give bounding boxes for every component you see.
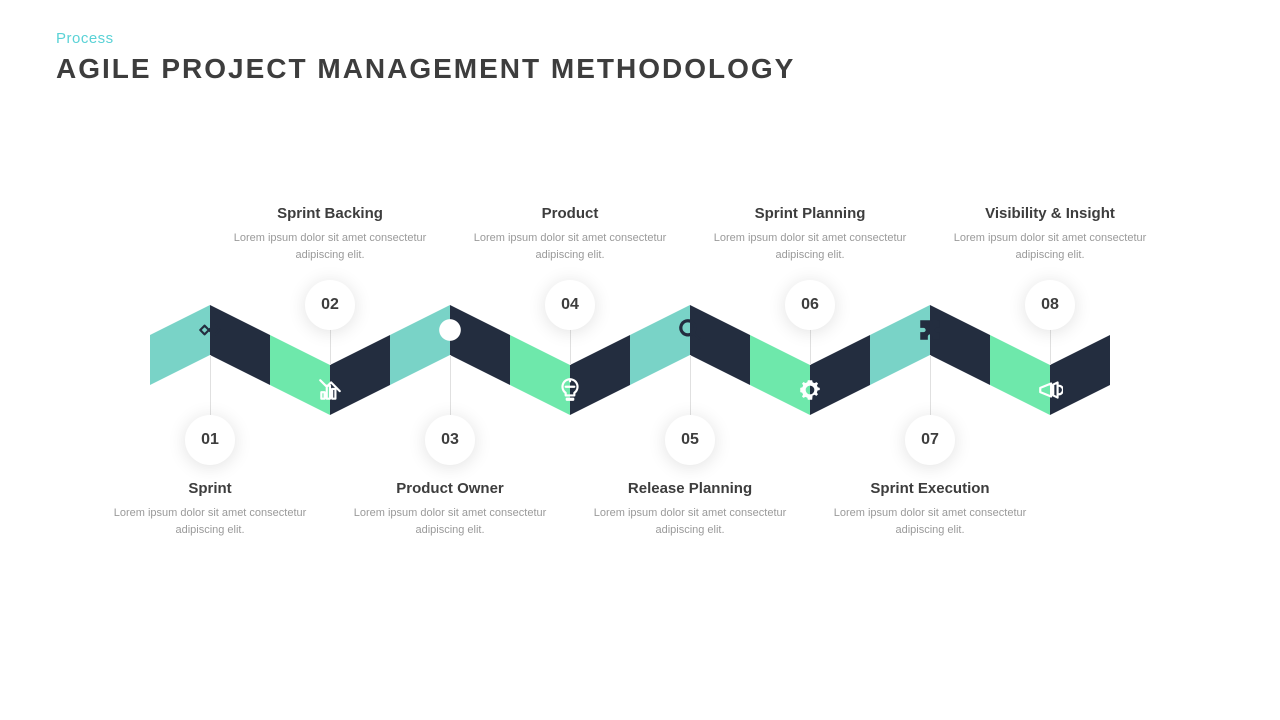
step-block: Product Owner Lorem ipsum dolor sit amet …	[350, 480, 550, 538]
step-number-badge: 01	[185, 415, 235, 465]
step-number: 08	[1041, 296, 1059, 314]
page-title: AGILE PROJECT MANAGEMENT METHODOLOGY	[56, 53, 795, 85]
puzzle-icon	[915, 315, 945, 345]
step-description: Lorem ipsum dolor sit amet consectetur a…	[830, 505, 1030, 538]
step-number-badge: 03	[425, 415, 475, 465]
connector-line	[450, 355, 451, 415]
step-title: Sprint	[110, 480, 310, 497]
gear-icon	[795, 375, 825, 405]
step-title: Product	[470, 205, 670, 222]
step-title: Sprint Execution	[830, 480, 1030, 497]
step-number: 05	[681, 431, 699, 449]
step-block: Sprint Planning Lorem ipsum dolor sit ame…	[710, 205, 910, 263]
header: Process AGILE PROJECT MANAGEMENT METHODO…	[56, 30, 795, 85]
step-block: Sprint Lorem ipsum dolor sit amet consect…	[110, 480, 310, 538]
step-block: Sprint Execution Lorem ipsum dolor sit am…	[830, 480, 1030, 538]
step-description: Lorem ipsum dolor sit amet consectetur a…	[230, 230, 430, 263]
handshake-icon	[195, 315, 225, 345]
step-number-badge: 08	[1025, 280, 1075, 330]
step-number: 02	[321, 296, 339, 314]
step-number-badge: 02	[305, 280, 355, 330]
step-block: Visibility & Insight Lorem ipsum dolor si…	[950, 205, 1150, 263]
step-number-badge: 07	[905, 415, 955, 465]
step-number: 01	[201, 431, 219, 449]
megaphone-icon	[1035, 375, 1065, 405]
step-description: Lorem ipsum dolor sit amet consectetur a…	[350, 505, 550, 538]
step-number: 03	[441, 431, 459, 449]
step-number: 06	[801, 296, 819, 314]
connector-line	[930, 355, 931, 415]
step-number-badge: 04	[545, 280, 595, 330]
bulb-icon	[555, 375, 585, 405]
connector-line	[690, 355, 691, 415]
step-description: Lorem ipsum dolor sit amet consectetur a…	[110, 505, 310, 538]
step-description: Lorem ipsum dolor sit amet consectetur a…	[590, 505, 790, 538]
step-title: Release Planning	[590, 480, 790, 497]
step-description: Lorem ipsum dolor sit amet consectetur a…	[950, 230, 1150, 263]
step-title: Product Owner	[350, 480, 550, 497]
step-block: Product Lorem ipsum dolor sit amet consec…	[470, 205, 670, 263]
target-icon	[435, 315, 465, 345]
connector-line	[210, 355, 211, 415]
chart-icon	[315, 375, 345, 405]
step-title: Sprint Backing	[230, 205, 430, 222]
step-description: Lorem ipsum dolor sit amet consectetur a…	[710, 230, 910, 263]
step-description: Lorem ipsum dolor sit amet consectetur a…	[470, 230, 670, 263]
step-number: 07	[921, 431, 939, 449]
zigzag-ribbon	[150, 305, 1130, 435]
step-number-badge: 06	[785, 280, 835, 330]
step-title: Visibility & Insight	[950, 205, 1150, 222]
magnifier-icon	[675, 315, 705, 345]
step-number: 04	[561, 296, 579, 314]
step-number-badge: 05	[665, 415, 715, 465]
subtitle: Process	[56, 30, 795, 47]
step-block: Release Planning Lorem ipsum dolor sit am…	[590, 480, 790, 538]
process-diagram: 01 Sprint Lorem ipsum dolor sit amet conse…	[0, 140, 1280, 700]
step-block: Sprint Backing Lorem ipsum dolor sit amet…	[230, 205, 430, 263]
step-title: Sprint Planning	[710, 205, 910, 222]
